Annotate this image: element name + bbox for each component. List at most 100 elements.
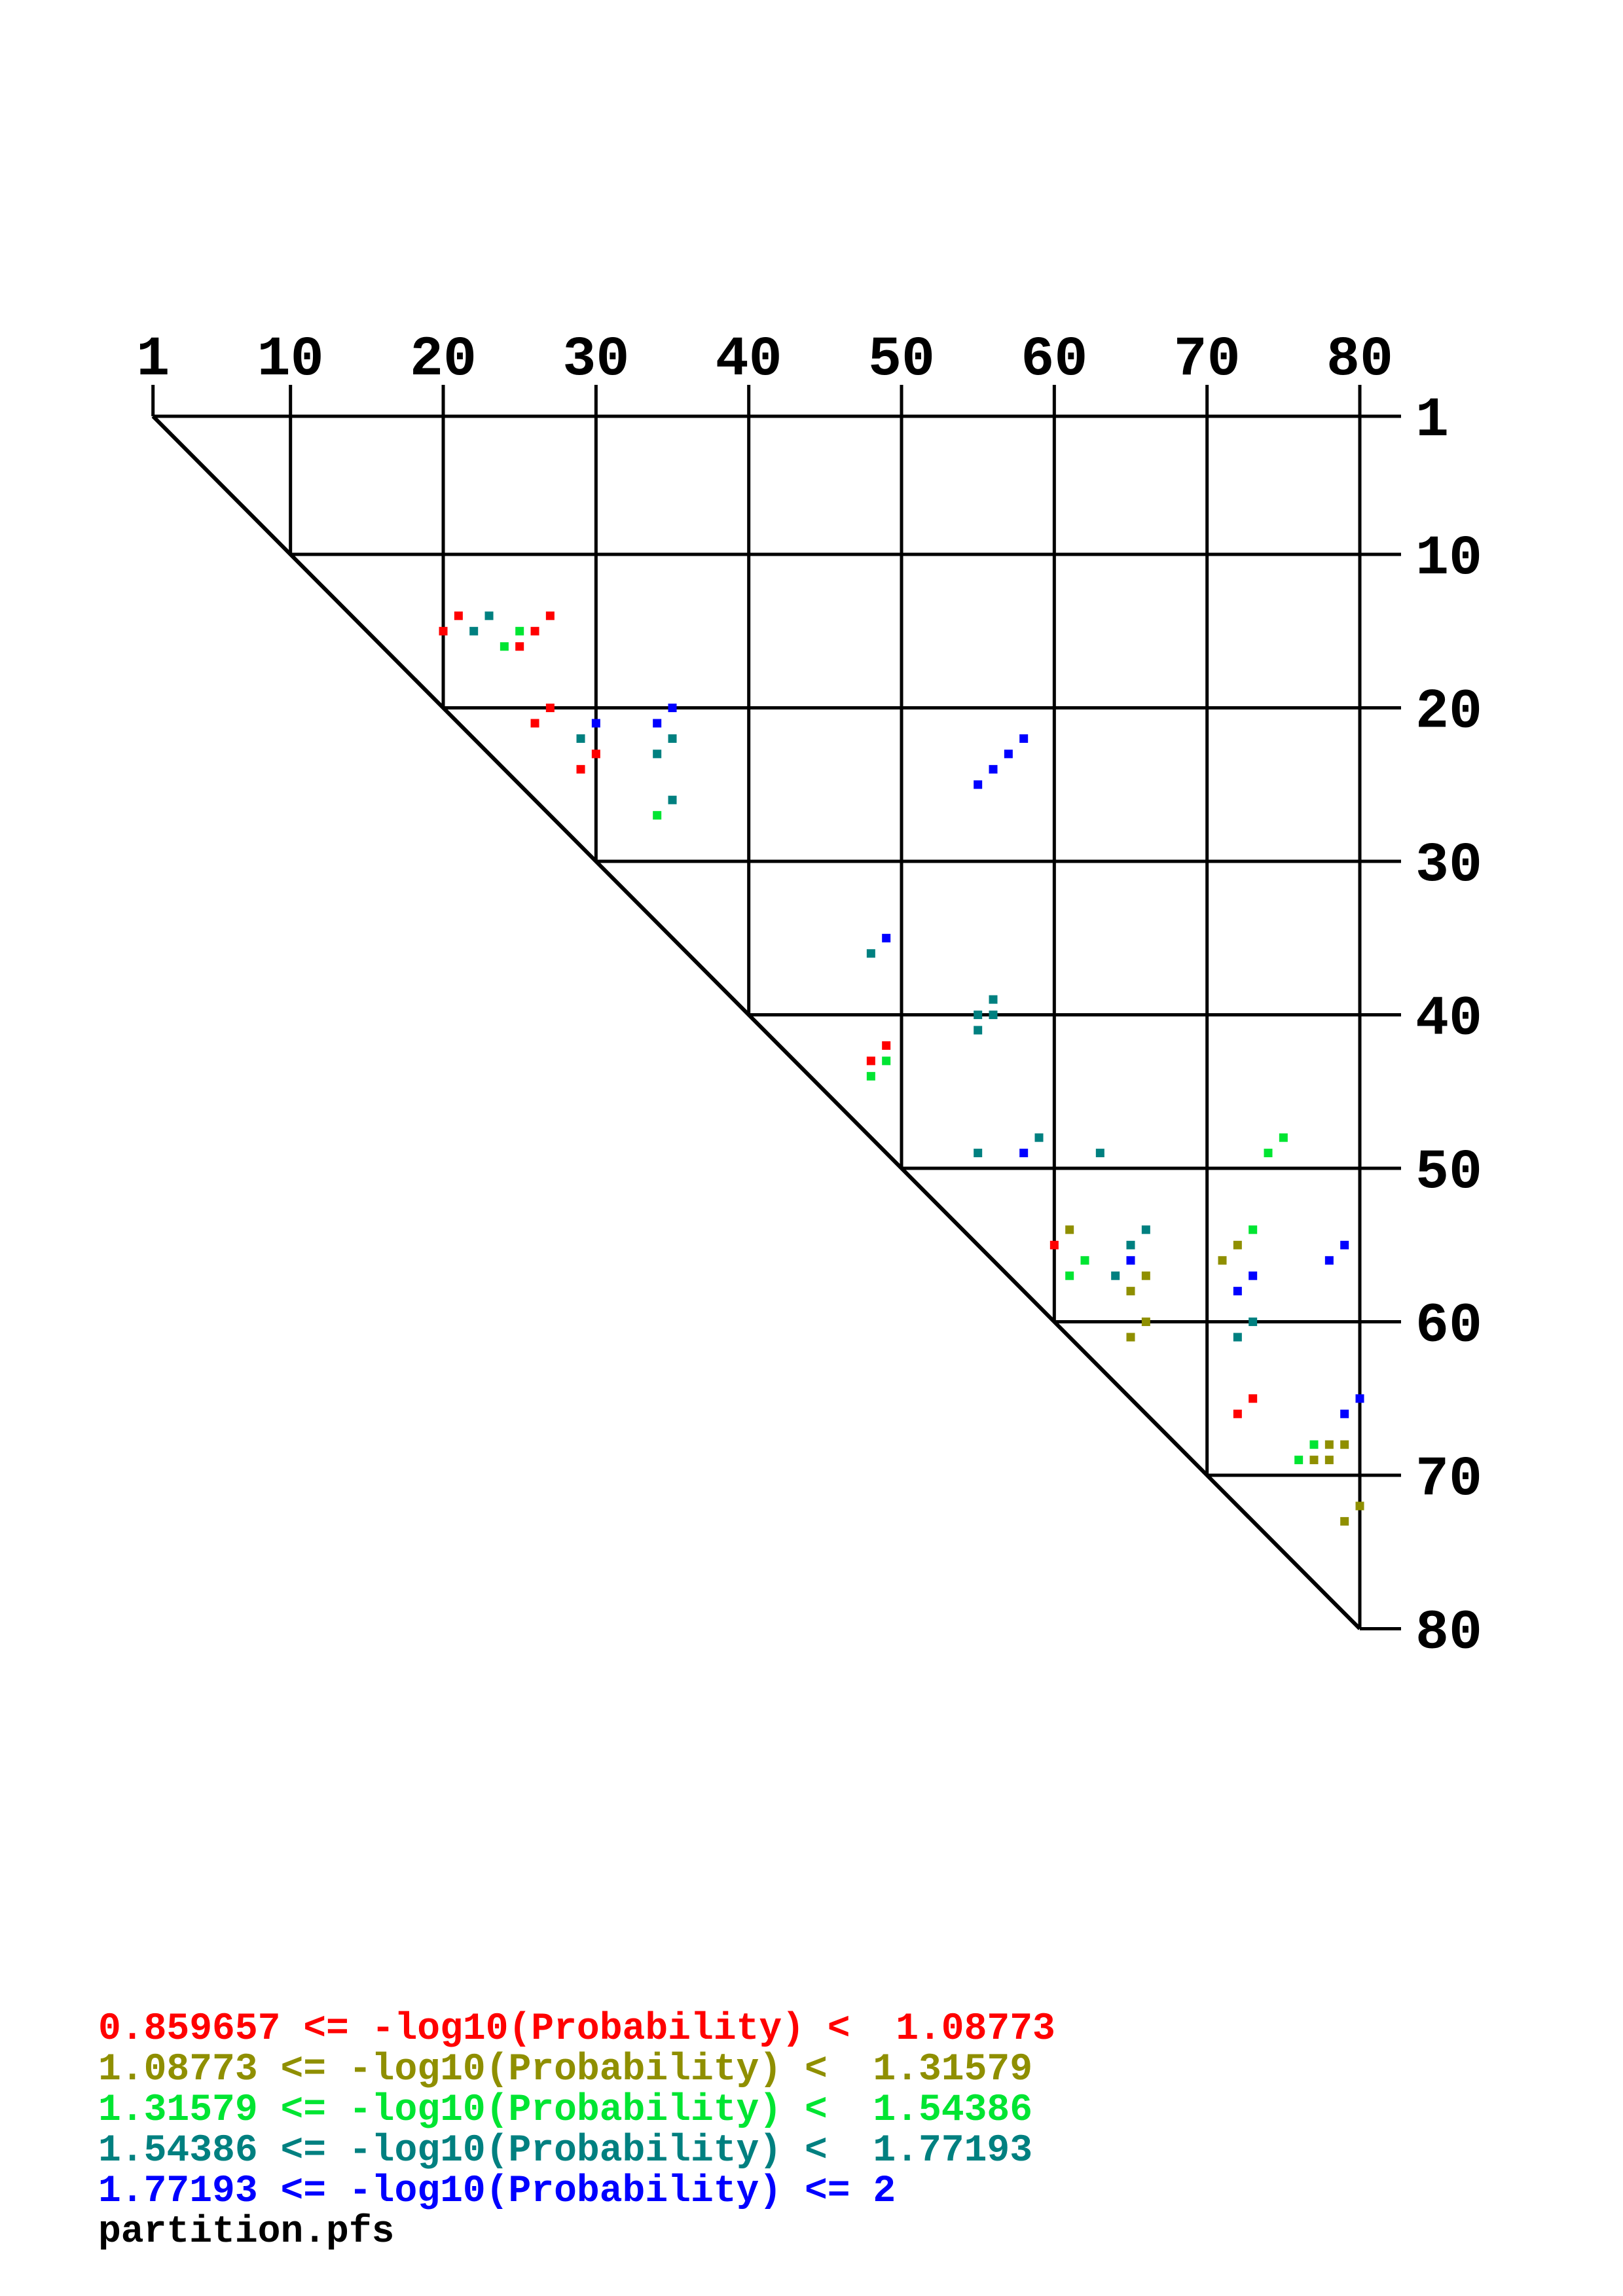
- probability-dot-prob-bin-1: [545, 704, 555, 713]
- probability-dot-prob-bin-3: [515, 626, 524, 636]
- probability-dot-prob-bin-4: [1141, 1225, 1150, 1234]
- probability-dot-prob-bin-1: [882, 1041, 891, 1050]
- probability-dot-prob-bin-5: [1324, 1256, 1334, 1265]
- probability-dot-prob-bin-2: [1126, 1287, 1135, 1296]
- probability-dot-prob-bin-4: [974, 1149, 983, 1158]
- x-axis-label-60: 60: [1021, 328, 1087, 391]
- x-axis-label-20: 20: [410, 328, 477, 391]
- probability-dot-prob-bin-5: [1233, 1287, 1242, 1296]
- probability-dot-prob-bin-5: [591, 719, 600, 728]
- probability-dot-prob-bin-2: [1126, 1333, 1135, 1342]
- probability-dot-prob-bin-5: [1019, 1149, 1029, 1158]
- probability-dot-prob-bin-3: [500, 642, 509, 651]
- probability-dot-prob-bin-1: [591, 749, 600, 759]
- probability-dot-prob-bin-3: [866, 1071, 875, 1081]
- x-axis-label-50: 50: [868, 328, 935, 391]
- probability-dot-prob-bin-4: [1126, 1240, 1135, 1249]
- probability-dot-prob-bin-1: [576, 764, 585, 774]
- x-axis-label-40: 40: [716, 328, 782, 391]
- probability-dot-prob-bin-2: [1141, 1271, 1150, 1280]
- probability-dot-prob-bin-3: [1264, 1149, 1273, 1158]
- probability-dot-prob-bin-4: [974, 1026, 983, 1035]
- probability-dot-prob-bin-2: [1141, 1318, 1150, 1327]
- x-axis-label-70: 70: [1174, 328, 1241, 391]
- x-axis-label-1: 1: [136, 328, 170, 391]
- filename-label: partition.pfs: [98, 2211, 395, 2253]
- x-axis-label-10: 10: [257, 328, 324, 391]
- probability-dot-prob-bin-4: [1249, 1318, 1258, 1327]
- probability-dot-prob-bin-3: [1080, 1256, 1089, 1265]
- probability-dot-prob-bin-3: [882, 1056, 891, 1066]
- y-axis-label-40: 40: [1415, 988, 1482, 1051]
- probability-dot-prob-bin-1: [545, 611, 555, 620]
- probability-dot-prob-bin-4: [1034, 1133, 1044, 1142]
- probability-dot-prob-bin-4: [668, 795, 677, 804]
- legend-line-4: 1.54386 <= -log10(Probability) < 1.77193: [98, 2130, 1033, 2172]
- probability-dot-prob-bin-4: [653, 749, 662, 759]
- probability-dot-prob-bin-2: [1065, 1225, 1074, 1234]
- probability-dot-prob-bin-1: [439, 626, 448, 636]
- probability-dot-prob-bin-2: [1340, 1440, 1349, 1449]
- probability-dot-prob-bin-2: [1324, 1456, 1334, 1465]
- y-axis-label-80: 80: [1415, 1602, 1482, 1665]
- probability-dot-prob-bin-4: [974, 1011, 983, 1020]
- probability-dot-prob-bin-2: [1324, 1440, 1334, 1449]
- y-axis-label-20: 20: [1415, 681, 1482, 744]
- probability-dot-prob-bin-5: [974, 780, 983, 789]
- probability-dot-prob-bin-1: [530, 626, 539, 636]
- probability-dot-prob-bin-4: [989, 1011, 998, 1020]
- x-axis-label-80: 80: [1326, 328, 1393, 391]
- probability-dot-prob-bin-4: [484, 611, 494, 620]
- probability-dot-prob-bin-3: [653, 811, 662, 820]
- probability-dot-prob-bin-4: [668, 734, 677, 743]
- probability-dot-prob-bin-4: [1095, 1149, 1104, 1158]
- probability-dot-prob-bin-5: [1355, 1394, 1364, 1403]
- probability-dot-prob-bin-3: [1309, 1440, 1319, 1449]
- probability-dot-prob-bin-5: [1004, 749, 1013, 759]
- y-axis-label-70: 70: [1415, 1448, 1482, 1511]
- probability-dot-prob-bin-2: [1355, 1501, 1364, 1511]
- probability-dot-prob-bin-5: [1019, 734, 1029, 743]
- probability-dot-prob-bin-1: [454, 611, 463, 620]
- y-axis-label-60: 60: [1415, 1295, 1482, 1358]
- probability-dot-prob-bin-2: [1233, 1240, 1242, 1249]
- probability-dot-prob-bin-2: [1309, 1456, 1319, 1465]
- probability-dot-prob-bin-1: [530, 719, 539, 728]
- x-axis-label-30: 30: [562, 328, 629, 391]
- y-axis-label-50: 50: [1415, 1141, 1482, 1204]
- probability-dot-prob-bin-3: [1294, 1456, 1304, 1465]
- probability-dot-prob-bin-4: [1111, 1271, 1120, 1280]
- legend-line-2: 1.08773 <= -log10(Probability) < 1.31579: [98, 2049, 1033, 2091]
- probability-dot-prob-bin-4: [866, 949, 875, 958]
- probability-dot-prob-bin-4: [469, 626, 479, 636]
- probability-dot-prob-bin-5: [1340, 1240, 1349, 1249]
- probability-dot-prob-bin-3: [1279, 1133, 1288, 1142]
- probability-dot-prob-bin-4: [576, 734, 585, 743]
- probability-dot-prob-bin-5: [989, 764, 998, 774]
- probability-dot-prob-bin-5: [668, 704, 677, 713]
- probability-dot-prob-bin-2: [1340, 1516, 1349, 1526]
- probability-dot-prob-bin-5: [1340, 1409, 1349, 1418]
- probability-dot-prob-bin-3: [1065, 1271, 1074, 1280]
- probability-dot-prob-bin-1: [515, 642, 524, 651]
- probability-dot-prob-bin-1: [866, 1056, 875, 1066]
- probability-dot-prob-bin-5: [882, 933, 891, 942]
- probability-dot-prob-bin-2: [1218, 1256, 1227, 1265]
- probability-dot-prob-bin-1: [1049, 1240, 1059, 1249]
- probability-dot-prob-bin-5: [653, 719, 662, 728]
- diagonal-line: [151, 414, 1362, 1630]
- y-axis-label-10: 10: [1415, 527, 1482, 590]
- probability-dot-prob-bin-4: [1233, 1333, 1242, 1342]
- probability-dot-prob-bin-5: [1249, 1271, 1258, 1280]
- probability-dot-prob-bin-1: [1249, 1394, 1258, 1403]
- y-axis-label-30: 30: [1415, 834, 1482, 897]
- probability-dot-prob-bin-4: [989, 995, 998, 1004]
- probability-dot-prob-bin-5: [1126, 1256, 1135, 1265]
- legend-line-5: 1.77193 <= -log10(Probability) <= 2: [98, 2170, 896, 2213]
- legend-line-3: 1.31579 <= -log10(Probability) < 1.54386: [98, 2089, 1033, 2132]
- probability-dot-prob-bin-3: [1249, 1225, 1258, 1234]
- y-axis-label-1: 1: [1415, 389, 1449, 452]
- probability-dot-prob-bin-1: [1233, 1409, 1242, 1418]
